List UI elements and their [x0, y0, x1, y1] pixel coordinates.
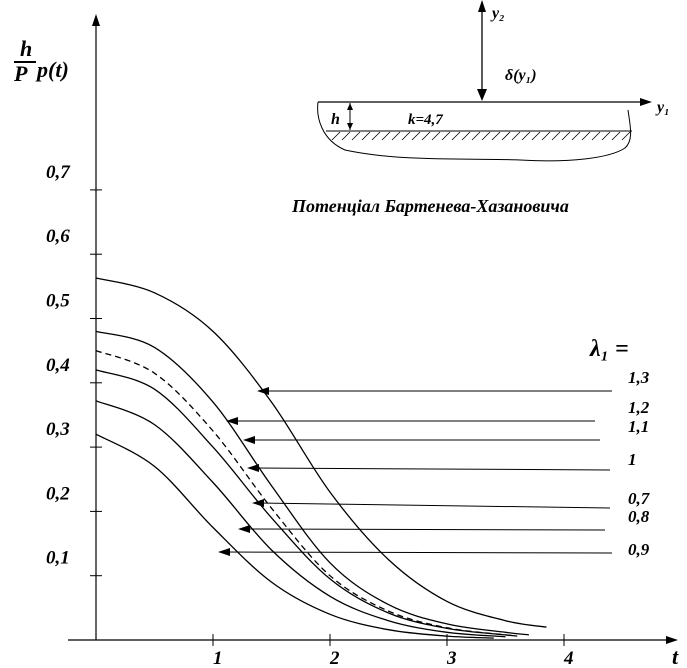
series-arrowhead [252, 499, 264, 507]
hatch-line [511, 131, 521, 141]
x-ticks: 1 2 3 4 [212, 634, 574, 668]
hatch-line [581, 131, 591, 141]
series-curve-1-1 [95, 369, 518, 637]
series-label: 1 [628, 450, 637, 469]
hatch-line [561, 131, 571, 141]
hatch-line [331, 131, 341, 141]
hatch-line [481, 131, 491, 141]
hatch-line [571, 131, 581, 141]
series-arrow-line [257, 502, 611, 509]
x-tick-label: 1 [213, 648, 223, 668]
y-tick-label: 0,2 [46, 483, 70, 504]
hatch-line [391, 131, 401, 141]
series-label: 1,1 [628, 417, 649, 436]
hatch-line [451, 131, 461, 141]
inset-h-arrowhead-top [347, 103, 353, 110]
x-tick-label: 4 [563, 648, 574, 668]
x-tick-label: 3 [446, 648, 457, 668]
hatch-line [351, 131, 361, 141]
inset-caption: Потенціал Бартенева-Хазановича [291, 196, 569, 216]
hatch-line [591, 131, 601, 141]
series-arrow-line [243, 528, 606, 531]
inset-diagram: y₂ δ(y₁) y₁ h k=4,7 Потенціал Бартенева-… [291, 0, 670, 216]
series-arrowhead [218, 548, 230, 556]
hatch-line [471, 131, 481, 141]
series-arrow-line [252, 467, 611, 471]
hatch-line [501, 131, 511, 141]
y-tick-label: 0,1 [46, 548, 70, 569]
hatch-line [381, 131, 391, 141]
ylabel-function: p(t) [35, 57, 69, 82]
series-label: 0,7 [628, 489, 651, 508]
inset-y2-arrowhead [478, 0, 486, 12]
inset-y1-arrowhead [640, 98, 652, 106]
series-arrowhead [257, 387, 269, 395]
hatch-line [441, 131, 451, 141]
hatch-line [401, 131, 411, 141]
inset-y1-label: y₁ [655, 99, 670, 116]
series-curve-1 [95, 349, 513, 637]
hatch-line [541, 131, 551, 141]
y-axis-arrow [92, 14, 100, 26]
series-curve-1-2 [95, 330, 529, 636]
x-axis-label: t [672, 644, 679, 668]
series-label: 1,3 [628, 368, 650, 387]
inset-h-arrowhead-bottom [347, 123, 353, 130]
hatch-line [431, 131, 441, 141]
hatch-line [421, 131, 431, 141]
curves [95, 277, 547, 639]
series-arrow-line [223, 551, 613, 554]
series-curve-0-7 [95, 400, 506, 638]
series-label: 0,8 [628, 507, 650, 526]
series-label: 1,2 [628, 398, 650, 417]
inset-k-label: k=4,7 [408, 112, 443, 128]
series-arrows: 1,3 1,21,1 1 0,70,8 0,9 [218, 368, 651, 559]
inset-y2-label: y₂ [490, 5, 505, 22]
series-arrowhead [247, 464, 259, 472]
series-arrowhead [243, 436, 255, 444]
x-tick-label: 2 [329, 648, 340, 668]
inset-delta-label: δ(y₁) [505, 67, 537, 84]
y-axis-label: h P p(t) [13, 36, 69, 86]
ylabel-denominator: P [13, 61, 28, 86]
series-arrowhead [226, 417, 238, 425]
y-tick-label: 0,5 [46, 291, 70, 312]
series-curve-1-3 [95, 277, 547, 628]
y-tick-label: 0,4 [46, 355, 70, 376]
hatch-line [521, 131, 531, 141]
hatch-line [531, 131, 541, 141]
y-tick-label: 0,7 [46, 162, 71, 183]
hatch-line [621, 131, 631, 141]
inset-load-arrowhead [477, 89, 487, 101]
ylabel-numerator: h [20, 36, 32, 61]
hatch-line [551, 131, 561, 141]
x-axis-arrow [666, 636, 678, 644]
y-ticks: 0,1 0,2 0,3 0,4 0,5 0,6 0,7 [46, 162, 102, 577]
series-curve-0-8 [95, 433, 494, 639]
hatch-line [361, 131, 371, 141]
series-label: 0,9 [628, 540, 650, 559]
inset-h-label: h [331, 111, 340, 128]
hatch-line [341, 131, 351, 141]
inset-body-outline [317, 101, 632, 162]
lambda-header: λ₁ = [589, 336, 629, 362]
hatch-line [611, 131, 621, 141]
hatch-line [491, 131, 501, 141]
y-tick-label: 0,3 [46, 419, 70, 440]
hatch-line [411, 131, 421, 141]
series-arrowhead [238, 525, 250, 533]
hatch-line [461, 131, 471, 141]
inset-hatching [331, 131, 631, 141]
y-tick-label: 0,6 [46, 226, 70, 247]
hatch-line [371, 131, 381, 141]
hatch-line [601, 131, 611, 141]
